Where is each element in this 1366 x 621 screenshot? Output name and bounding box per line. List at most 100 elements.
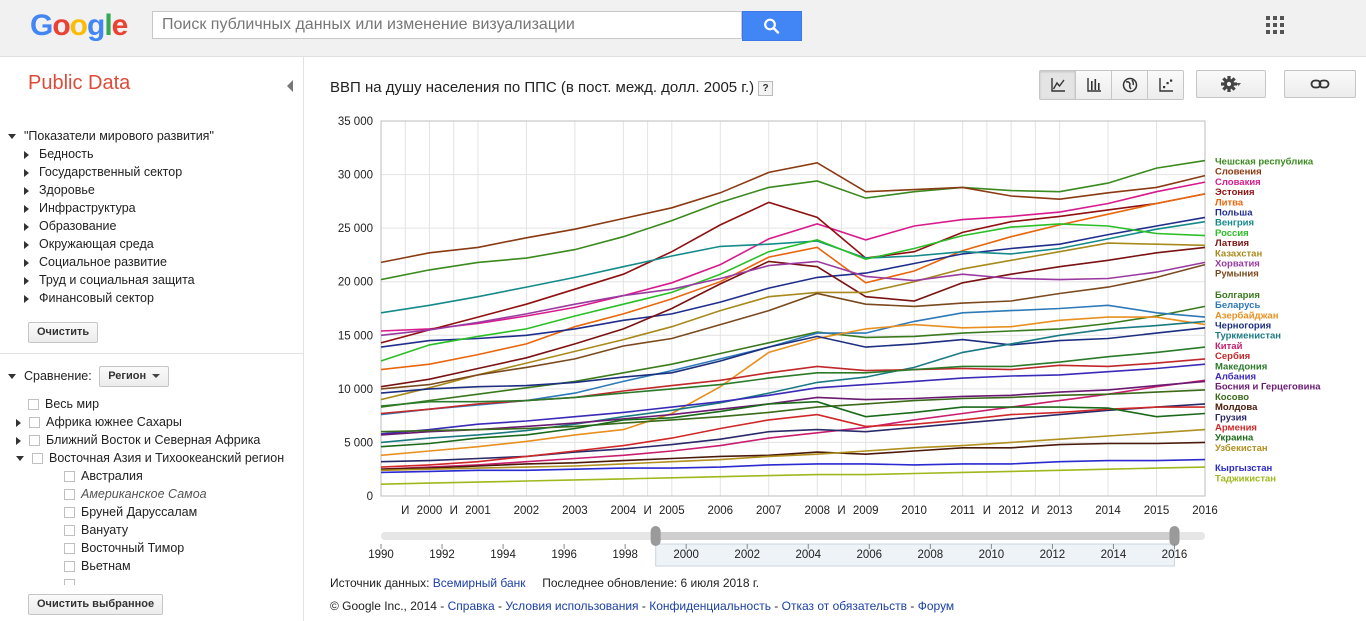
- series-line[interactable]: [380, 379, 1206, 470]
- checkbox[interactable]: [32, 453, 43, 465]
- region-item[interactable]: Ближний Восток и Северная Африка: [8, 431, 304, 449]
- checkbox[interactable]: [64, 561, 75, 573]
- country-item[interactable]: Вьетнам: [8, 557, 304, 575]
- checkbox[interactable]: [64, 507, 75, 519]
- series-line[interactable]: [380, 193, 1206, 371]
- clear-button[interactable]: Очистить: [28, 322, 99, 343]
- clear-selected-button[interactable]: Очистить выбранное: [28, 594, 164, 615]
- series-line[interactable]: [380, 428, 1206, 472]
- legend-item[interactable]: Узбекистан: [1215, 443, 1268, 454]
- category-item[interactable]: Инфраструктура: [8, 199, 298, 217]
- legend-item[interactable]: Литва: [1215, 197, 1244, 208]
- legend-item[interactable]: Китай: [1215, 341, 1243, 352]
- link-button[interactable]: [1284, 70, 1356, 98]
- country-item[interactable]: Бруней Даруссалам: [8, 503, 304, 521]
- country-item[interactable]: Американское Самоа: [8, 485, 304, 503]
- legend-item[interactable]: Румыния: [1215, 269, 1259, 280]
- series-line[interactable]: [380, 441, 1206, 470]
- checkbox[interactable]: [28, 399, 39, 411]
- region-item[interactable]: Восточная Азия и Тихоокеанский регион: [8, 449, 304, 467]
- country-item[interactable]: Австралия: [8, 467, 304, 485]
- search-button[interactable]: [742, 11, 802, 41]
- slider-right-handle[interactable]: [1169, 526, 1180, 546]
- region-item[interactable]: Весь мир: [8, 395, 304, 413]
- legend-item[interactable]: Туркменистан: [1215, 331, 1281, 342]
- series-line[interactable]: [380, 466, 1206, 485]
- series-line[interactable]: [380, 320, 1206, 444]
- public-data-title[interactable]: Public Data: [28, 72, 131, 94]
- footer-link[interactable]: Справка: [447, 599, 495, 613]
- legend-item[interactable]: Косово: [1215, 392, 1249, 403]
- series-line[interactable]: [380, 406, 1205, 468]
- series-line[interactable]: [380, 216, 1206, 348]
- legend-item[interactable]: Таджикистан: [1215, 473, 1276, 484]
- dataset-root[interactable]: "Показатели мирового развития": [8, 127, 298, 145]
- legend-item[interactable]: Польша: [1215, 208, 1253, 219]
- series-line[interactable]: [380, 193, 1206, 344]
- source-link[interactable]: Всемирный банк: [432, 576, 526, 590]
- search-input[interactable]: [153, 12, 741, 38]
- slider-left-handle[interactable]: [650, 526, 661, 546]
- bar-chart-button[interactable]: [1076, 71, 1112, 99]
- legend-item[interactable]: Латвия: [1215, 238, 1249, 249]
- footer-link[interactable]: Конфиденциальность: [649, 599, 771, 613]
- legend-item[interactable]: Казахстан: [1215, 248, 1262, 259]
- series-line[interactable]: [380, 181, 1206, 332]
- legend-item[interactable]: Босния и Герцеговина: [1215, 382, 1321, 393]
- series-line[interactable]: [380, 363, 1206, 435]
- category-item[interactable]: Социальное развитие: [8, 253, 298, 271]
- category-item[interactable]: Окружающая среда: [8, 235, 298, 253]
- series-line[interactable]: [380, 389, 1206, 433]
- google-logo[interactable]: Google: [30, 9, 128, 43]
- footer-link[interactable]: Форум: [917, 599, 955, 613]
- slider-track[interactable]: [381, 532, 1205, 540]
- series-line[interactable]: [380, 305, 1206, 408]
- legend-item[interactable]: Хорватия: [1215, 259, 1260, 270]
- legend-item[interactable]: Кыргызстан: [1215, 463, 1272, 474]
- expanded-arrow-icon[interactable]: [16, 456, 24, 462]
- checkbox[interactable]: [64, 489, 75, 501]
- category-item[interactable]: Государственный сектор: [8, 163, 298, 181]
- category-item[interactable]: Финансовый сектор: [8, 289, 298, 307]
- series-line[interactable]: [380, 242, 1206, 401]
- legend-item[interactable]: Молдова: [1215, 402, 1258, 413]
- compare-dropdown[interactable]: Регион: [99, 366, 170, 388]
- series-line[interactable]: [380, 159, 1206, 281]
- legend-item[interactable]: Грузия: [1215, 412, 1247, 423]
- series-line[interactable]: [380, 458, 1206, 474]
- checkbox[interactable]: [64, 543, 75, 555]
- legend-item[interactable]: Азербайджан: [1215, 310, 1279, 321]
- legend-item[interactable]: Венгрия: [1215, 218, 1254, 229]
- collapse-sidebar-icon[interactable]: [287, 80, 293, 92]
- legend-item[interactable]: Словакия: [1215, 177, 1261, 188]
- legend-item[interactable]: Эстония: [1215, 187, 1255, 198]
- map-button[interactable]: [1112, 71, 1148, 99]
- legend-item[interactable]: Албания: [1215, 372, 1256, 383]
- series-line[interactable]: [380, 260, 1206, 337]
- country-item[interactable]: Восточный Тимор: [8, 539, 304, 557]
- legend-item[interactable]: Армения: [1215, 423, 1257, 434]
- expanded-arrow-icon[interactable]: [8, 374, 16, 380]
- series-line[interactable]: [380, 220, 1206, 314]
- checkbox[interactable]: [64, 471, 75, 483]
- apps-grid-icon[interactable]: [1266, 16, 1284, 34]
- legend-item[interactable]: Россия: [1215, 228, 1249, 239]
- checkbox[interactable]: [29, 435, 40, 447]
- slider-selected-window[interactable]: [655, 543, 1175, 567]
- series-line[interactable]: [380, 223, 1206, 362]
- legend-item[interactable]: Чешская республика: [1215, 157, 1314, 168]
- footer-link[interactable]: Условия использования: [505, 599, 639, 613]
- series-line[interactable]: [380, 380, 1206, 436]
- help-icon[interactable]: ?: [758, 80, 774, 96]
- series-line[interactable]: [380, 316, 1206, 457]
- legend-item[interactable]: Украина: [1215, 433, 1254, 444]
- bubble-chart-button[interactable]: [1148, 71, 1183, 99]
- series-line[interactable]: [380, 327, 1206, 394]
- legend-item[interactable]: Македония: [1215, 361, 1267, 372]
- series-line[interactable]: [380, 161, 1206, 264]
- settings-button[interactable]: [1196, 70, 1266, 98]
- legend-item[interactable]: Словения: [1215, 167, 1262, 178]
- line-chart-button[interactable]: [1040, 71, 1076, 99]
- series-line[interactable]: [380, 263, 1206, 390]
- category-item[interactable]: Образование: [8, 217, 298, 235]
